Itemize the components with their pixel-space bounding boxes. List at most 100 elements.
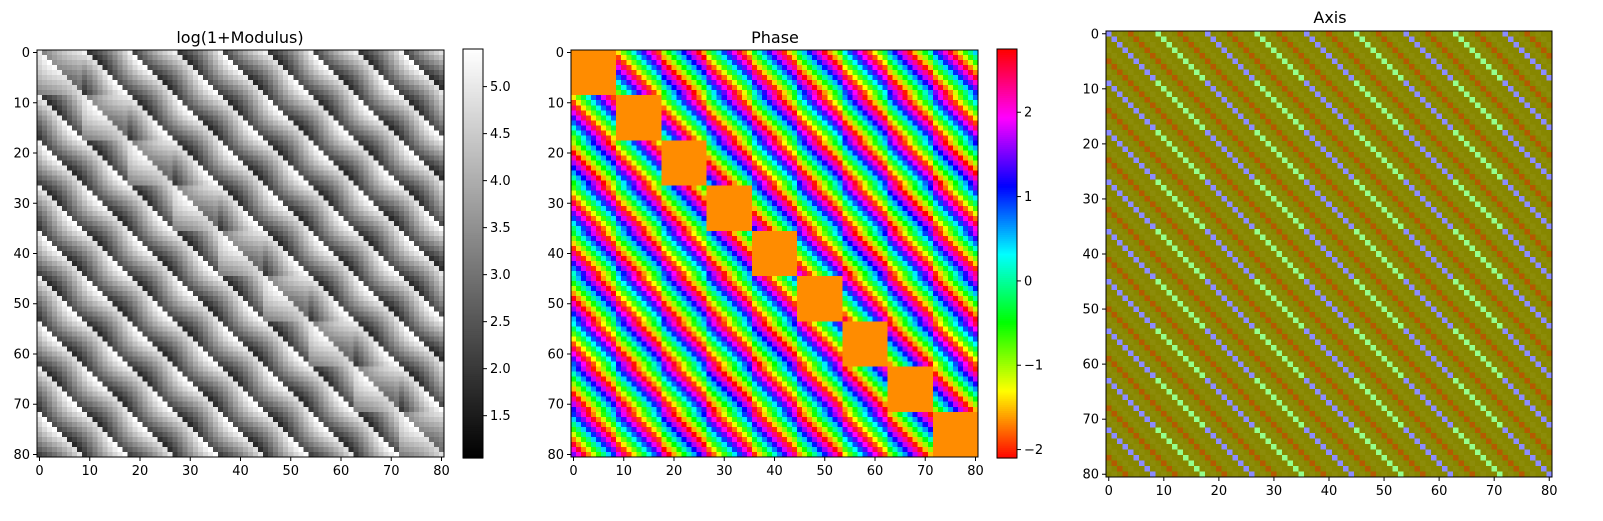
colorbar-swatch [463,192,483,195]
colorbar-swatch [463,69,483,73]
colorbar-swatch [463,267,483,271]
heatmap-modulus [37,50,444,457]
colorbar-swatch [463,341,483,345]
colorbar-swatch [997,271,1017,275]
colorbar-swatch [997,231,1017,234]
colorbar-swatch [997,331,1017,334]
colorbar-tick-label: 1.5 [490,409,511,424]
colorbar-swatch [463,96,483,99]
colorbar-swatch [463,284,483,287]
colorbar-swatch [463,290,483,293]
y-tick-label: 0 [1091,27,1099,42]
colorbar-swatch [997,417,1017,420]
colorbar-swatch [463,228,483,232]
colorbar-swatch [463,413,483,416]
colorbar-swatch [997,208,1017,212]
colorbar-swatch [997,376,1017,379]
panel-phase: Phase 0 10 20 30 40 50 60 70 8001020304050607080… [547,28,1043,479]
chart-title-modulus: log(1+Modulus) [176,28,303,47]
colorbar-swatch [463,445,483,449]
colorbar-frame [462,48,484,459]
colorbar-swatch [463,194,483,197]
colorbar-swatch [997,188,1017,191]
colorbar-swatch [997,443,1017,447]
x-tick-label: 40 [766,464,783,479]
y-tick-label: 80 [547,448,564,463]
colorbar-swatch [463,155,483,158]
y-tick-label: 30 [13,197,30,212]
colorbar-swatch [463,271,483,275]
colorbar-swatch [997,261,1017,265]
colorbar-swatch [463,206,483,210]
panel-modulus: log(1+Modulus) 0 10 20 30 40 50 60 70 80 0 10 20 30 4… [13,28,510,479]
colorbar-swatch [997,61,1017,64]
colorbar-swatch [997,425,1017,428]
colorbar-swatch [997,415,1017,418]
colorbar-swatch [463,61,483,64]
colorbar-swatch [463,222,483,226]
colorbar-swatch [463,159,483,163]
colorbar-swatch [997,347,1017,351]
colorbar-swatch [997,349,1017,353]
colorbar-swatch [997,57,1017,60]
colorbar-swatch [463,396,483,400]
colorbar-swatch [463,261,483,265]
colorbar-swatch [463,351,483,355]
heatmap-axis [1106,31,1552,477]
colorbar-swatch [997,157,1017,161]
x-tick-label: 10 [1156,484,1173,499]
colorbar-swatch [997,253,1017,257]
phase-image [571,50,978,457]
x-tick-label: 20 [132,464,149,479]
colorbar-swatch [997,390,1017,394]
colorbar-swatch [463,196,483,199]
colorbar-swatch [463,220,483,224]
colorbar-swatch [997,108,1017,111]
colorbar-swatch [463,312,483,316]
colorbar-swatch [463,394,483,398]
colorbar-swatch [463,216,483,220]
colorbar-swatch [997,128,1017,132]
colorbar-swatch [997,210,1017,214]
x-tick-label: 60 [333,464,350,479]
colorbar-swatch [997,335,1017,338]
colorbar-swatch [997,214,1017,218]
colorbar-swatch [463,298,483,302]
colorbar-swatch [997,124,1017,128]
colorbar-swatch [463,386,483,390]
colorbar-swatch [463,404,483,408]
colorbar-swatch [463,218,483,222]
colorbar-swatch [463,316,483,320]
colorbar-swatch [997,224,1017,228]
colorbar-swatch [997,71,1017,75]
colorbar-swatch [463,173,483,177]
colorbar-swatch [463,67,483,71]
colorbar-swatch [997,308,1017,312]
y-tick-label: 30 [1082,192,1099,207]
colorbar-swatch [463,239,483,242]
colorbar-swatch [997,83,1017,87]
colorbar-swatch [463,122,483,126]
colorbar-swatch [463,429,483,433]
x-tick-label: 0 [1105,484,1113,499]
colorbar-swatch [997,132,1017,136]
colorbar-swatch [997,318,1017,322]
colorbar-swatch [463,93,483,97]
y-tick-label: 30 [547,197,564,212]
colorbar-swatch [463,57,483,60]
colorbar-swatch [997,183,1017,187]
x-tick-label: 30 [1266,484,1283,499]
colorbar-swatch [997,241,1017,244]
colorbar-swatch [463,306,483,310]
colorbar-swatch [997,85,1017,89]
colorbar-swatch [997,384,1017,388]
colorbar-swatch [463,288,483,291]
colorbar-swatch [997,75,1017,79]
colorbar-swatch [997,267,1017,271]
colorbar-swatch [997,233,1017,236]
colorbar-swatch [997,359,1017,363]
colorbar-swatch [463,147,483,150]
colorbar-swatch [997,423,1017,426]
y-tick-label: 20 [547,147,564,162]
